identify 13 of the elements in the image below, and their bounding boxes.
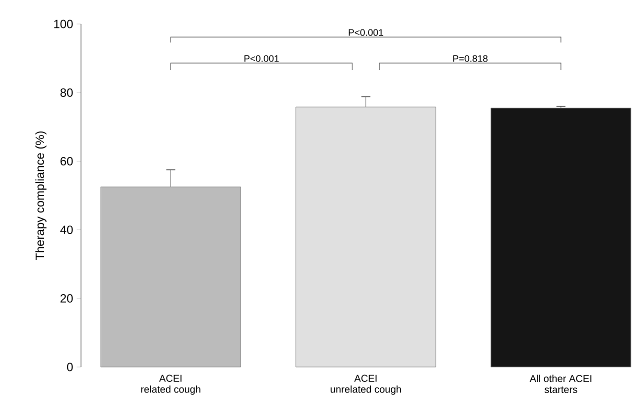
x-tick-label: ACEI unrelated cough	[330, 374, 401, 395]
y-tick-label: 100	[54, 20, 73, 28]
y-tick-label: 60	[60, 156, 73, 166]
annotation: P=0.818	[453, 55, 488, 62]
annotation: P<0.001	[348, 29, 384, 36]
y-axis-title: Therapy compliance (%)	[35, 131, 46, 260]
y-tick-label: 20	[60, 294, 73, 303]
x-tick-label: All other ACEI starters	[530, 374, 592, 394]
y-tick-label: 80	[60, 88, 73, 97]
y-tick-label: 40	[60, 226, 73, 234]
x-tick-label: ACEI related cough	[141, 374, 200, 395]
annotation: P<0.001	[244, 55, 279, 62]
y-tick-label: 0	[67, 362, 73, 372]
